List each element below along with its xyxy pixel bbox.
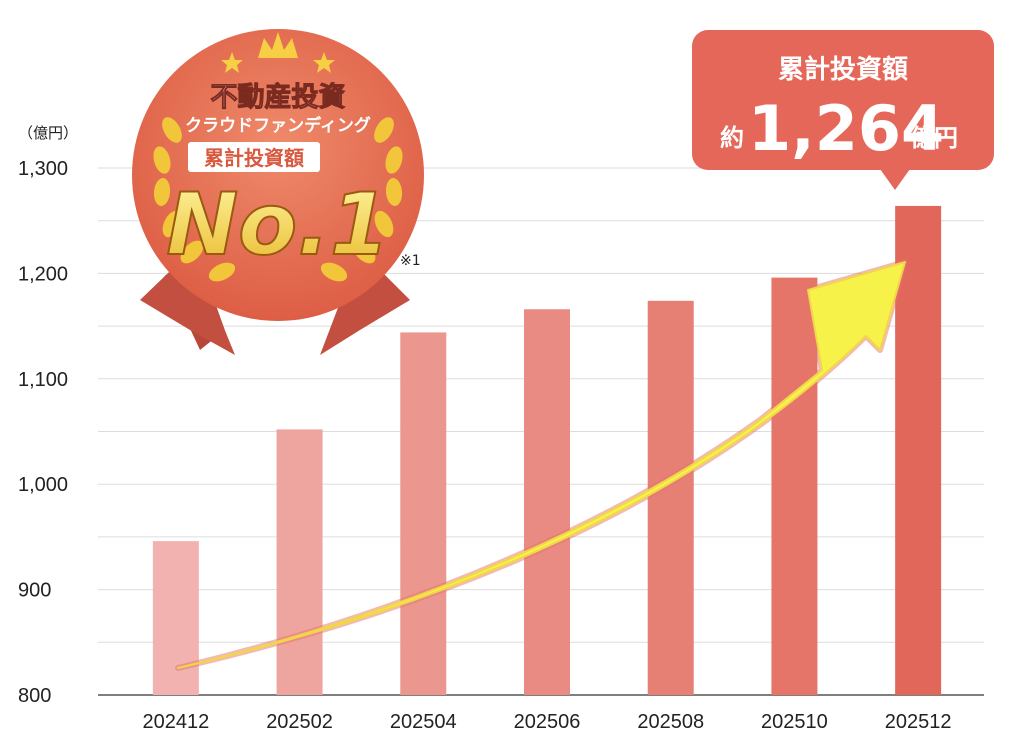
x-tick-label: 202508 — [637, 711, 704, 733]
callout-suffix: 億円 — [910, 124, 958, 152]
y-axis-unit-label: （億円） — [18, 124, 78, 142]
x-tick-label: 202504 — [390, 711, 457, 733]
crown-icon — [258, 32, 298, 58]
trend-arrow — [175, 259, 908, 671]
badge-subtitle: クラウドファンディング — [185, 115, 371, 136]
bar-202506 — [524, 309, 570, 695]
x-tick-label: 202506 — [514, 711, 581, 733]
star-icon — [221, 52, 243, 73]
y-tick-label: 1,300 — [18, 158, 68, 180]
total-callout: 累計投資額 約 1,264 億円 — [692, 30, 994, 190]
y-tick-label: 900 — [18, 580, 51, 602]
badge-title: 不動産投資 — [211, 81, 346, 113]
y-tick-label: 1,000 — [18, 474, 68, 496]
x-tick-label: 202510 — [761, 711, 828, 733]
badge-label-box — [188, 142, 320, 172]
y-tick-label: 800 — [18, 685, 51, 707]
callout-prefix: 約 — [720, 124, 744, 152]
bar-202512 — [895, 205, 942, 695]
badge-ribbon-left-tail — [140, 250, 235, 355]
bar-202508 — [647, 300, 694, 695]
bars — [152, 205, 942, 695]
x-tick-label: 202412 — [142, 711, 209, 733]
y-tick-label: 1,200 — [18, 263, 68, 285]
star-icon — [313, 52, 335, 73]
badge-ribbon-right-tail — [320, 250, 410, 355]
x-tick-label: 202502 — [266, 711, 333, 733]
callout-box — [692, 30, 994, 170]
y-axis: （億円） 800 900 1,000 1,100 1,200 1,300 — [18, 124, 78, 707]
callout-pointer — [880, 169, 910, 190]
badge-footnote: ※1 — [400, 253, 421, 269]
bar-202510 — [771, 277, 818, 695]
no1-badge: 不動産投資 クラウドファンディング 累計投資額 No.1 ※1 — [132, 29, 424, 355]
x-axis: 202412 202502 202504 202506 202508 202510 2025… — [142, 711, 951, 733]
badge-label: 累計投資額 — [204, 146, 304, 170]
laurel-icon — [153, 117, 403, 282]
y-tick-label: 1,100 — [18, 369, 68, 391]
badge-rank: No.1 — [166, 175, 390, 275]
bar-202502 — [276, 429, 323, 695]
badge-medal — [132, 29, 424, 321]
callout-title: 累計投資額 — [778, 54, 908, 85]
bar-202412 — [152, 541, 199, 695]
callout-amount: 1,264 — [748, 92, 944, 165]
bar-202504 — [400, 332, 447, 695]
x-tick-label: 202512 — [885, 711, 952, 733]
